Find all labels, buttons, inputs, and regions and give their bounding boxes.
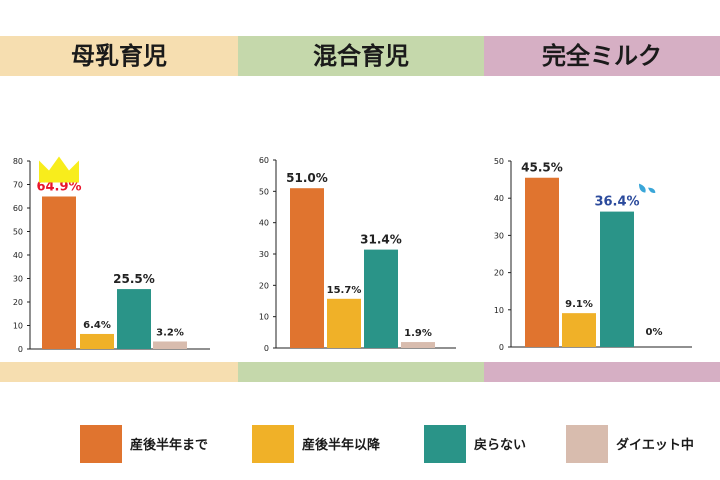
- y-tick-label: 80: [13, 157, 23, 166]
- legend-label: 産後半年まで: [130, 438, 209, 453]
- y-tick-label: 50: [13, 228, 23, 237]
- bar: [327, 298, 361, 348]
- bar-value-label: 36.4%: [594, 195, 639, 210]
- footer-band-formula: [484, 362, 720, 382]
- crown-icon: [39, 156, 79, 183]
- bar-chart-0: 0 10 20 30 40 50 60 70 80 64.9% 6.4% 25.5% 3.2%: [13, 156, 210, 354]
- y-tick-label: 60: [13, 204, 23, 213]
- bar-value-label: 25.5%: [113, 272, 155, 286]
- y-tick-label: 10: [494, 306, 504, 315]
- y-tick-label: 0: [499, 343, 504, 352]
- y-tick-label: 20: [13, 298, 23, 307]
- header-band-formula: [484, 36, 720, 76]
- footer-band-breast: [0, 362, 238, 382]
- legend-label: ダイエット中: [616, 438, 694, 453]
- bar-value-label: 9.1%: [565, 299, 593, 310]
- charts-area: 0 10 20 30 40 50 60 70 80 64.9% 6.4% 25.5% 3.2% 0 10 20…: [13, 156, 692, 354]
- bar-value-label: 31.4%: [360, 233, 402, 247]
- legend-swatch: [424, 425, 466, 463]
- y-tick-label: 30: [494, 231, 504, 240]
- bar-value-label: 1.9%: [404, 328, 432, 339]
- bar: [401, 342, 435, 348]
- bar-value-label: 45.5%: [521, 161, 563, 175]
- y-tick-label: 10: [13, 322, 23, 331]
- bar-value-label: 15.7%: [327, 285, 362, 296]
- bar: [80, 333, 114, 349]
- header-breast-feeding: 母乳育児: [71, 42, 167, 70]
- bar: [42, 196, 76, 349]
- bar-value-label: 3.2%: [156, 327, 184, 338]
- bar: [117, 289, 151, 349]
- legend-swatch: [80, 425, 122, 463]
- y-tick-label: 0: [18, 345, 23, 354]
- bar-value-label: 0%: [646, 327, 663, 338]
- bar-value-label: 6.4%: [83, 320, 111, 331]
- y-tick-label: 20: [259, 281, 269, 290]
- y-tick-label: 40: [259, 219, 269, 228]
- y-tick-label: 0: [264, 344, 269, 353]
- header-mixed-feeding: 混合育児: [313, 42, 409, 70]
- bar: [153, 341, 187, 349]
- legend-label: 戻らない: [474, 438, 527, 453]
- y-tick-label: 50: [259, 187, 269, 196]
- legend-swatch: [252, 425, 294, 463]
- y-tick-label: 30: [259, 250, 269, 259]
- bar-chart-1: 0 10 20 30 40 50 60 51.0% 15.7% 31.4% 1.9%: [259, 156, 456, 353]
- header-formula-only: 完全ミルク: [542, 42, 662, 70]
- y-tick-label: 10: [259, 313, 269, 322]
- legend-label: 産後半年以降: [302, 438, 381, 453]
- bar: [600, 211, 634, 347]
- sweat-drop-icon: [648, 187, 656, 194]
- footer-band-mixed: [238, 362, 484, 382]
- bar: [525, 177, 559, 347]
- bar-chart-2: 0 10 20 30 40 50 45.5% 9.1% 36.4% 0%: [494, 157, 692, 352]
- bar-value-label: 64.9%: [36, 179, 81, 194]
- header-band-breast: [0, 36, 238, 76]
- y-tick-label: 20: [494, 269, 504, 278]
- bar: [562, 313, 596, 347]
- bar-value-label: 51.0%: [286, 171, 328, 185]
- y-tick-label: 40: [494, 194, 504, 203]
- y-tick-label: 30: [13, 275, 23, 284]
- y-tick-label: 50: [494, 157, 504, 166]
- y-tick-label: 60: [259, 156, 269, 165]
- sweat-drop-icon: [638, 183, 646, 193]
- bar: [290, 188, 324, 348]
- legend-swatch: [566, 425, 608, 463]
- bar: [364, 249, 398, 348]
- y-tick-label: 70: [13, 181, 23, 190]
- header-band-mixed: [238, 36, 484, 76]
- y-tick-label: 40: [13, 251, 23, 260]
